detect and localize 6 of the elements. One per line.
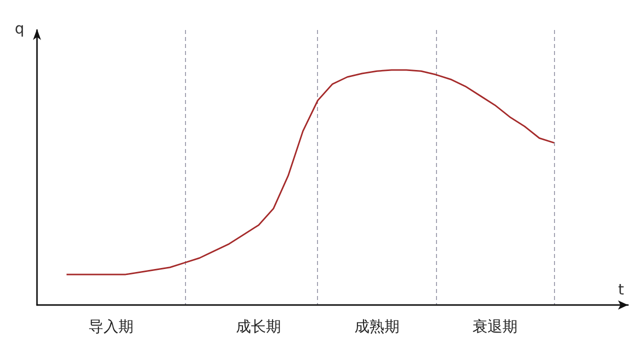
x-tick-label: 成长期 [236, 318, 282, 336]
x-axis-title: t [618, 280, 624, 298]
x-tick-label: 导入期 [88, 318, 134, 336]
x-tick-label: 衰退期 [472, 318, 518, 336]
y-axis-title: q [14, 20, 24, 38]
x-tick-label: 成熟期 [354, 318, 400, 336]
